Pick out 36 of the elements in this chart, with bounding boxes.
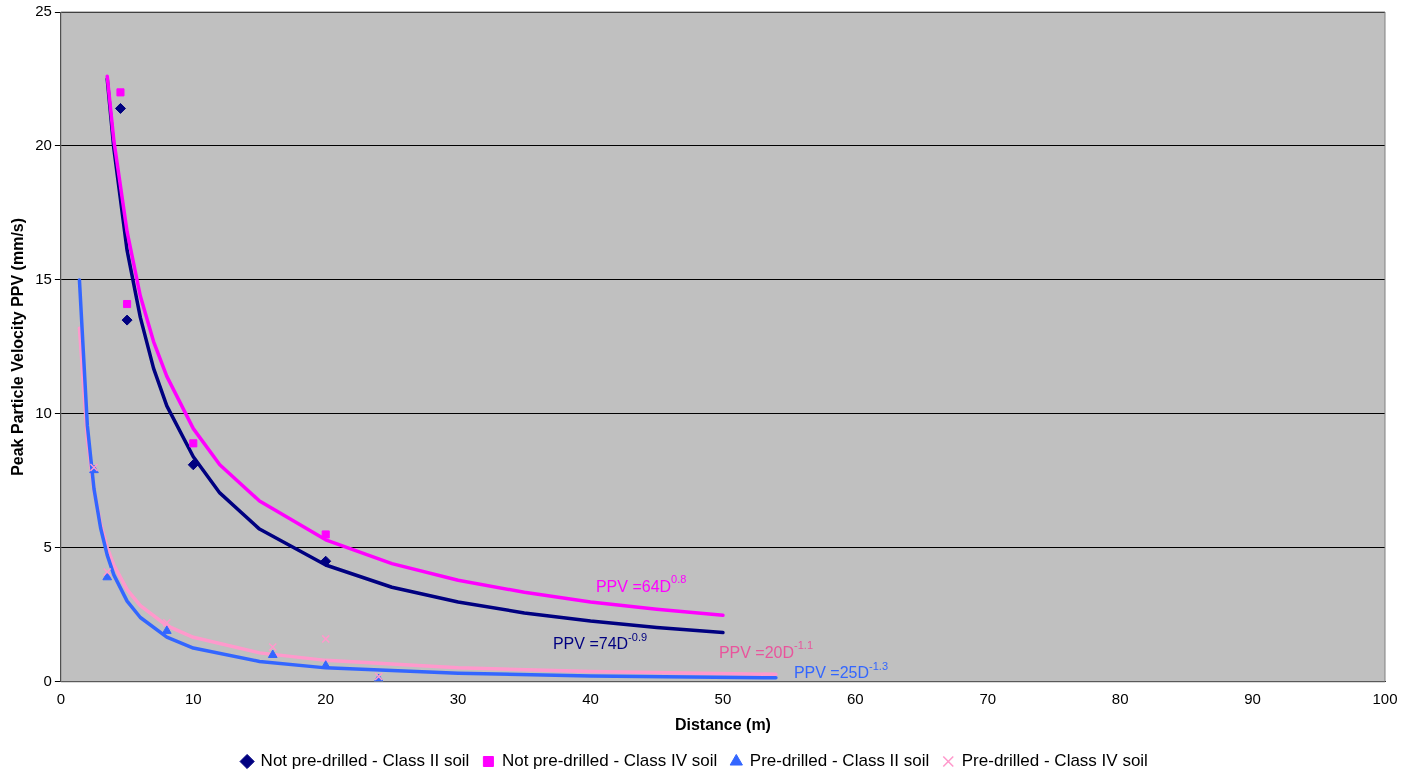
point [162, 618, 172, 628]
x-tick-label: 20 [317, 689, 335, 707]
x-tick-label: 80 [1111, 689, 1129, 707]
point [187, 459, 199, 471]
y-tick-label: 0 [43, 671, 52, 689]
point [321, 634, 330, 644]
x-tick-label: 0 [56, 689, 66, 707]
y-tick-label: 5 [43, 537, 52, 555]
point [114, 102, 126, 114]
y-tick-label: 10 [35, 404, 52, 422]
point [320, 555, 332, 567]
legend-label: Not pre-drilled - Class II soil [260, 751, 470, 771]
x-tick-label: 90 [1244, 689, 1261, 707]
y-tick-label: 25 [35, 2, 52, 20]
point [102, 567, 112, 577]
x-tick-label: 50 [714, 689, 732, 707]
x-tick-label: 100 [1372, 689, 1398, 707]
x-tick-label: 30 [449, 689, 467, 707]
x-tick-label: 40 [582, 689, 599, 707]
point [267, 649, 278, 659]
legend-label: Not pre-drilled - Class IV soil [501, 751, 718, 771]
x-axis-title: Distance (m) [674, 715, 771, 733]
y-tick-label: 20 [35, 136, 52, 154]
y-axis-title: Peak Particle Velocity PPV (mm/s) [9, 217, 27, 476]
x-tick-label: 70 [979, 689, 997, 707]
y-tick-label: 15 [35, 270, 52, 288]
x-tick-label: 10 [184, 689, 202, 707]
legend-label: Pre-drilled - Class II soil [749, 751, 930, 771]
point [189, 439, 198, 448]
point [121, 314, 133, 326]
point [123, 300, 132, 309]
legend-label: Pre-drilled - Class IV soil [961, 751, 1148, 771]
point [268, 642, 278, 652]
point [321, 530, 330, 539]
point [116, 88, 125, 97]
x-tick-label: 60 [847, 689, 864, 707]
